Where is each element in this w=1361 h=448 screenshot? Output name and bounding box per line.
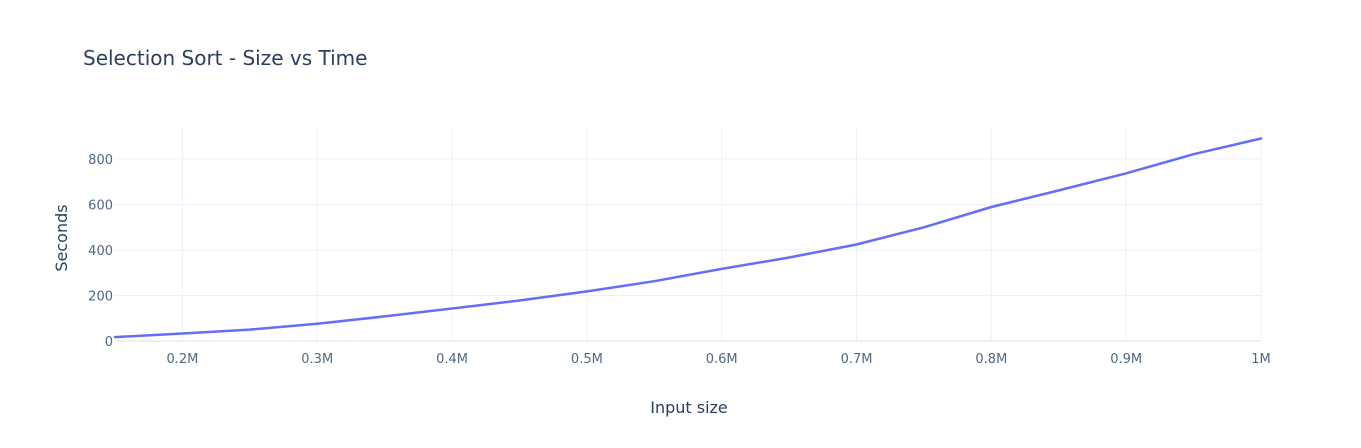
x-axis-ticks: 0.2M 0.3M 0.4M 0.5M 0.6M 0.7M 0.8M 0.9M 1M [166, 352, 1270, 367]
x-tick-label: 0.4M [436, 352, 468, 367]
grid [115, 128, 1262, 342]
x-tick-label: 0.7M [841, 352, 873, 367]
x-axis-title: Input size [650, 398, 728, 417]
x-tick-label: 0.5M [571, 352, 603, 367]
y-tick-label: 0 [105, 335, 113, 350]
x-tick-label: 0.6M [706, 352, 738, 367]
y-tick-label: 800 [88, 153, 113, 168]
y-axis-title: Seconds [52, 204, 71, 271]
x-tick-label: 0.8M [975, 352, 1007, 367]
x-tick-label: 0.9M [1110, 352, 1142, 367]
y-axis-ticks: 0 200 400 600 800 [88, 153, 113, 350]
y-tick-label: 200 [88, 290, 113, 305]
x-tick-label: 0.3M [301, 352, 333, 367]
x-tick-label: 1M [1251, 352, 1271, 367]
chart-title: Selection Sort - Size vs Time [83, 46, 367, 70]
x-tick-label: 0.2M [166, 352, 198, 367]
y-tick-label: 600 [88, 199, 113, 214]
y-tick-label: 400 [88, 244, 113, 259]
series-line [113, 137, 1263, 339]
series-layer [113, 137, 1263, 339]
